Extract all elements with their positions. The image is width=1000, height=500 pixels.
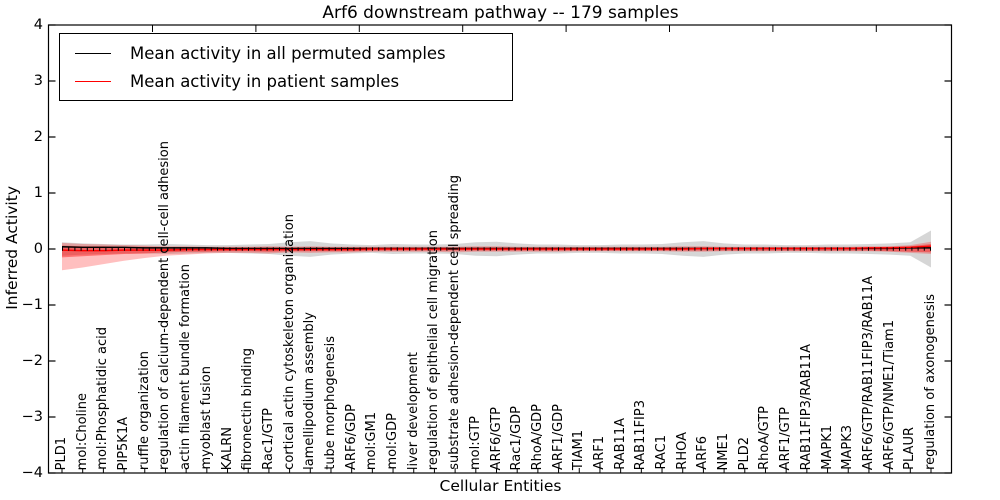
x-tick-label: NME1 [716, 432, 732, 470]
x-tick-label: myoblast fusion [198, 366, 214, 470]
x-tick-label: TIAM1 [571, 429, 587, 470]
legend-line-patient-icon [75, 80, 111, 82]
legend-label-permuted: Mean activity in all permuted samples [130, 43, 446, 63]
x-tick-label: ARF6 [695, 436, 711, 470]
legend-item-permuted: Mean activity in all permuted samples [60, 39, 512, 67]
y-tick-label: −1 [21, 297, 43, 313]
y-tick-label: −4 [21, 465, 43, 481]
x-tick-label: ARF6/GTP [488, 406, 504, 470]
x-axis-label: Cellular Entities [439, 477, 562, 495]
x-tick-label: PLD2 [736, 436, 752, 470]
x-tick-label: RhoA/GTP [757, 406, 773, 470]
y-tick-label: 2 [33, 129, 43, 145]
x-tick-label: MAPK3 [840, 425, 856, 470]
x-tick-label: regulation of axonogenesis [923, 294, 938, 470]
x-tick-label: Rac1/GTP [260, 408, 276, 470]
y-tick-label: −3 [21, 409, 43, 425]
x-tick-label: RAB11FIP3 [633, 399, 649, 470]
x-tick-label: ARF1 [591, 436, 607, 470]
legend: Mean activity in all permuted samples Me… [59, 33, 513, 101]
x-tick-label: ruffle organization [136, 350, 152, 470]
x-tick-label: RAB11A [612, 418, 628, 470]
x-tick-label: KALRN [219, 426, 235, 470]
y-tick-label: 0 [33, 241, 43, 257]
x-tick-label: regulation of calcium-dependent cell-cel… [157, 141, 173, 470]
x-tick-label: lamellipodium assembly [302, 312, 318, 470]
legend-label-patient: Mean activity in patient samples [130, 71, 400, 91]
x-tick-label: ARF1/GTP [778, 406, 794, 470]
x-tick-label: RAB11FIP3/RAB11A [798, 343, 814, 470]
y-tick-label: −2 [21, 353, 43, 369]
x-tick-label: Rac1/GDP [509, 405, 525, 470]
x-tick-label: ARF6/GTP/NME1/Tiam1 [881, 320, 897, 470]
chart-title: Arf6 downstream pathway -- 179 samples [322, 3, 679, 23]
y-tick-label: 3 [33, 73, 43, 89]
x-tick-label: actin filament bundle formation [178, 264, 194, 470]
x-tick-label: ARF6/GDP [343, 404, 359, 470]
x-tick-label: RhoA/GDP [529, 403, 545, 470]
y-tick-label: 4 [33, 17, 43, 33]
x-tick-label: MAPK1 [819, 425, 835, 470]
x-tick-label: PIP5K1A [116, 416, 132, 470]
x-tick-label: RHOA [674, 432, 690, 470]
x-tick-label: mol:Choline [74, 392, 90, 470]
x-tick-label: mol:GDP [385, 413, 401, 470]
x-tick-label: fibronectin binding [240, 347, 256, 470]
x-tick-label: substrate adhesion-dependent cell spread… [447, 175, 463, 470]
y-tick-label: 1 [33, 185, 43, 201]
x-tick-label: ARF1/GDP [550, 404, 566, 470]
x-tick-label: PLAUR [902, 427, 918, 470]
x-tick-label: mol:GTP [467, 416, 483, 470]
x-tick-label: tube morphogenesis [322, 336, 338, 470]
legend-line-permuted-icon [75, 52, 111, 54]
x-tick-label: mol:GM1 [364, 411, 380, 470]
x-tick-label: mol:Phosphatidic acid [95, 327, 111, 470]
x-tick-label: liver development [405, 351, 421, 470]
x-tick-label: RAC1 [654, 435, 670, 470]
x-tick-label: regulation of epithelial cell migration [426, 229, 442, 470]
x-tick-label: PLD1 [54, 436, 69, 470]
x-tick-label: ARF6/GTP/RAB11FIP3/RAB11A [860, 275, 876, 470]
x-tick-label: cortical actin cytoskeleton organization [281, 214, 297, 470]
legend-item-patient: Mean activity in patient samples [60, 67, 512, 95]
